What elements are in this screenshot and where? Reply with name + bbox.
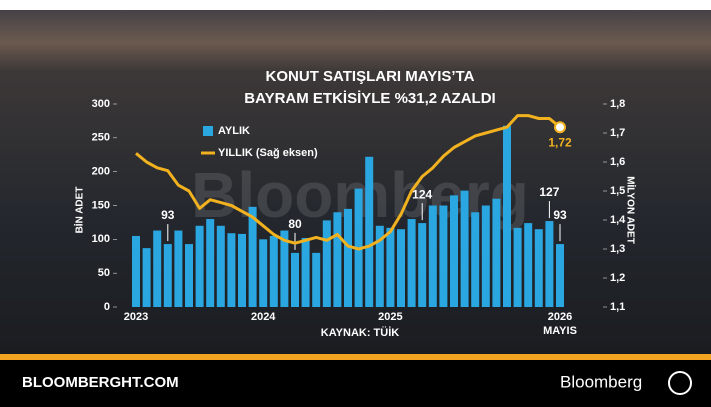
bar (291, 253, 299, 307)
legend-label: AYLIK (218, 125, 250, 137)
bar (323, 220, 331, 307)
y2-tick-label: 1,7 (610, 127, 625, 139)
bar (439, 206, 447, 308)
bar (185, 244, 193, 307)
bar (450, 195, 458, 307)
bar (545, 221, 553, 307)
bar (471, 212, 479, 307)
bar (418, 223, 426, 307)
bar (535, 229, 543, 307)
x-tick-label: 2024 (251, 311, 276, 323)
source: KAYNAK: TÜİK (321, 326, 399, 339)
y-tick-label: 250 (92, 132, 110, 144)
bar (524, 223, 532, 307)
bar (259, 239, 267, 307)
y-tick-label: 50 (98, 267, 110, 279)
bar (429, 206, 437, 308)
bar (164, 244, 172, 307)
y2-tick-label: 1,1 (610, 301, 625, 313)
footer-brand: Bloomberg (560, 372, 642, 391)
y2-tick-label: 1,3 (610, 243, 625, 255)
y2-tick-label: 1,5 (610, 185, 625, 197)
bar (302, 238, 310, 307)
y2-tick-label: 1,2 (610, 272, 625, 284)
data-label: 93 (553, 208, 567, 222)
bar (174, 231, 182, 307)
bar (492, 199, 500, 307)
top-border (0, 0, 711, 10)
bar (365, 157, 373, 307)
chart-title: KONUT SATIŞLARI MAYIS’TA (266, 68, 475, 85)
accent-stripe (0, 354, 711, 360)
bar (270, 236, 278, 307)
y-tick-label: 200 (92, 166, 110, 178)
point-marker (555, 122, 565, 132)
y-tick-label: 100 (92, 233, 110, 245)
y2-tick-label: 1,4 (610, 214, 626, 226)
bar (196, 226, 204, 307)
bar (397, 229, 405, 307)
bar (132, 236, 140, 307)
y2-tick-label: 1,6 (610, 156, 625, 168)
y-axis-label: BİN ADET (73, 187, 86, 234)
data-label: 93 (161, 208, 175, 222)
data-label: 1,72 (548, 135, 572, 149)
bar (514, 228, 522, 307)
bar (153, 231, 161, 307)
bar (333, 212, 341, 307)
x-sublabel: MAYIS (543, 325, 577, 337)
bar (249, 207, 257, 307)
data-label: 80 (288, 217, 302, 231)
bar (556, 244, 564, 307)
data-label: 124 (412, 187, 432, 201)
bar (238, 234, 246, 307)
footer-site: BLOOMBERGHT.COM (22, 374, 179, 391)
y-tick-label: 300 (92, 98, 110, 110)
bar (217, 226, 225, 307)
bar (482, 206, 490, 308)
y-tick-label: 150 (92, 199, 110, 211)
x-tick-label: 2025 (378, 311, 402, 323)
legend-swatch (203, 126, 213, 136)
chart-title: BAYRAM ETKİSİYLE %31,2 AZALDI (244, 90, 495, 107)
bar (227, 233, 235, 307)
y2-axis-label: MİLYON ADET (624, 176, 637, 244)
bar (206, 219, 214, 307)
bar (461, 191, 469, 307)
data-label: 127 (539, 185, 559, 199)
legend-label: YILLIK (Sağ eksen) (218, 147, 318, 159)
bar (312, 253, 320, 307)
bar (503, 126, 511, 307)
bar (408, 219, 416, 307)
bar (143, 248, 151, 307)
x-tick-label: 2023 (124, 311, 148, 323)
chart: Bloomberg KONUT SATIŞLARI MAYIS’TA BAYRA… (0, 0, 711, 407)
bar (344, 209, 352, 307)
bar (386, 228, 394, 307)
x-tick-label: 2026 (548, 311, 572, 323)
y-tick-label: 0 (104, 301, 110, 313)
y2-tick-label: 1,8 (610, 98, 625, 110)
